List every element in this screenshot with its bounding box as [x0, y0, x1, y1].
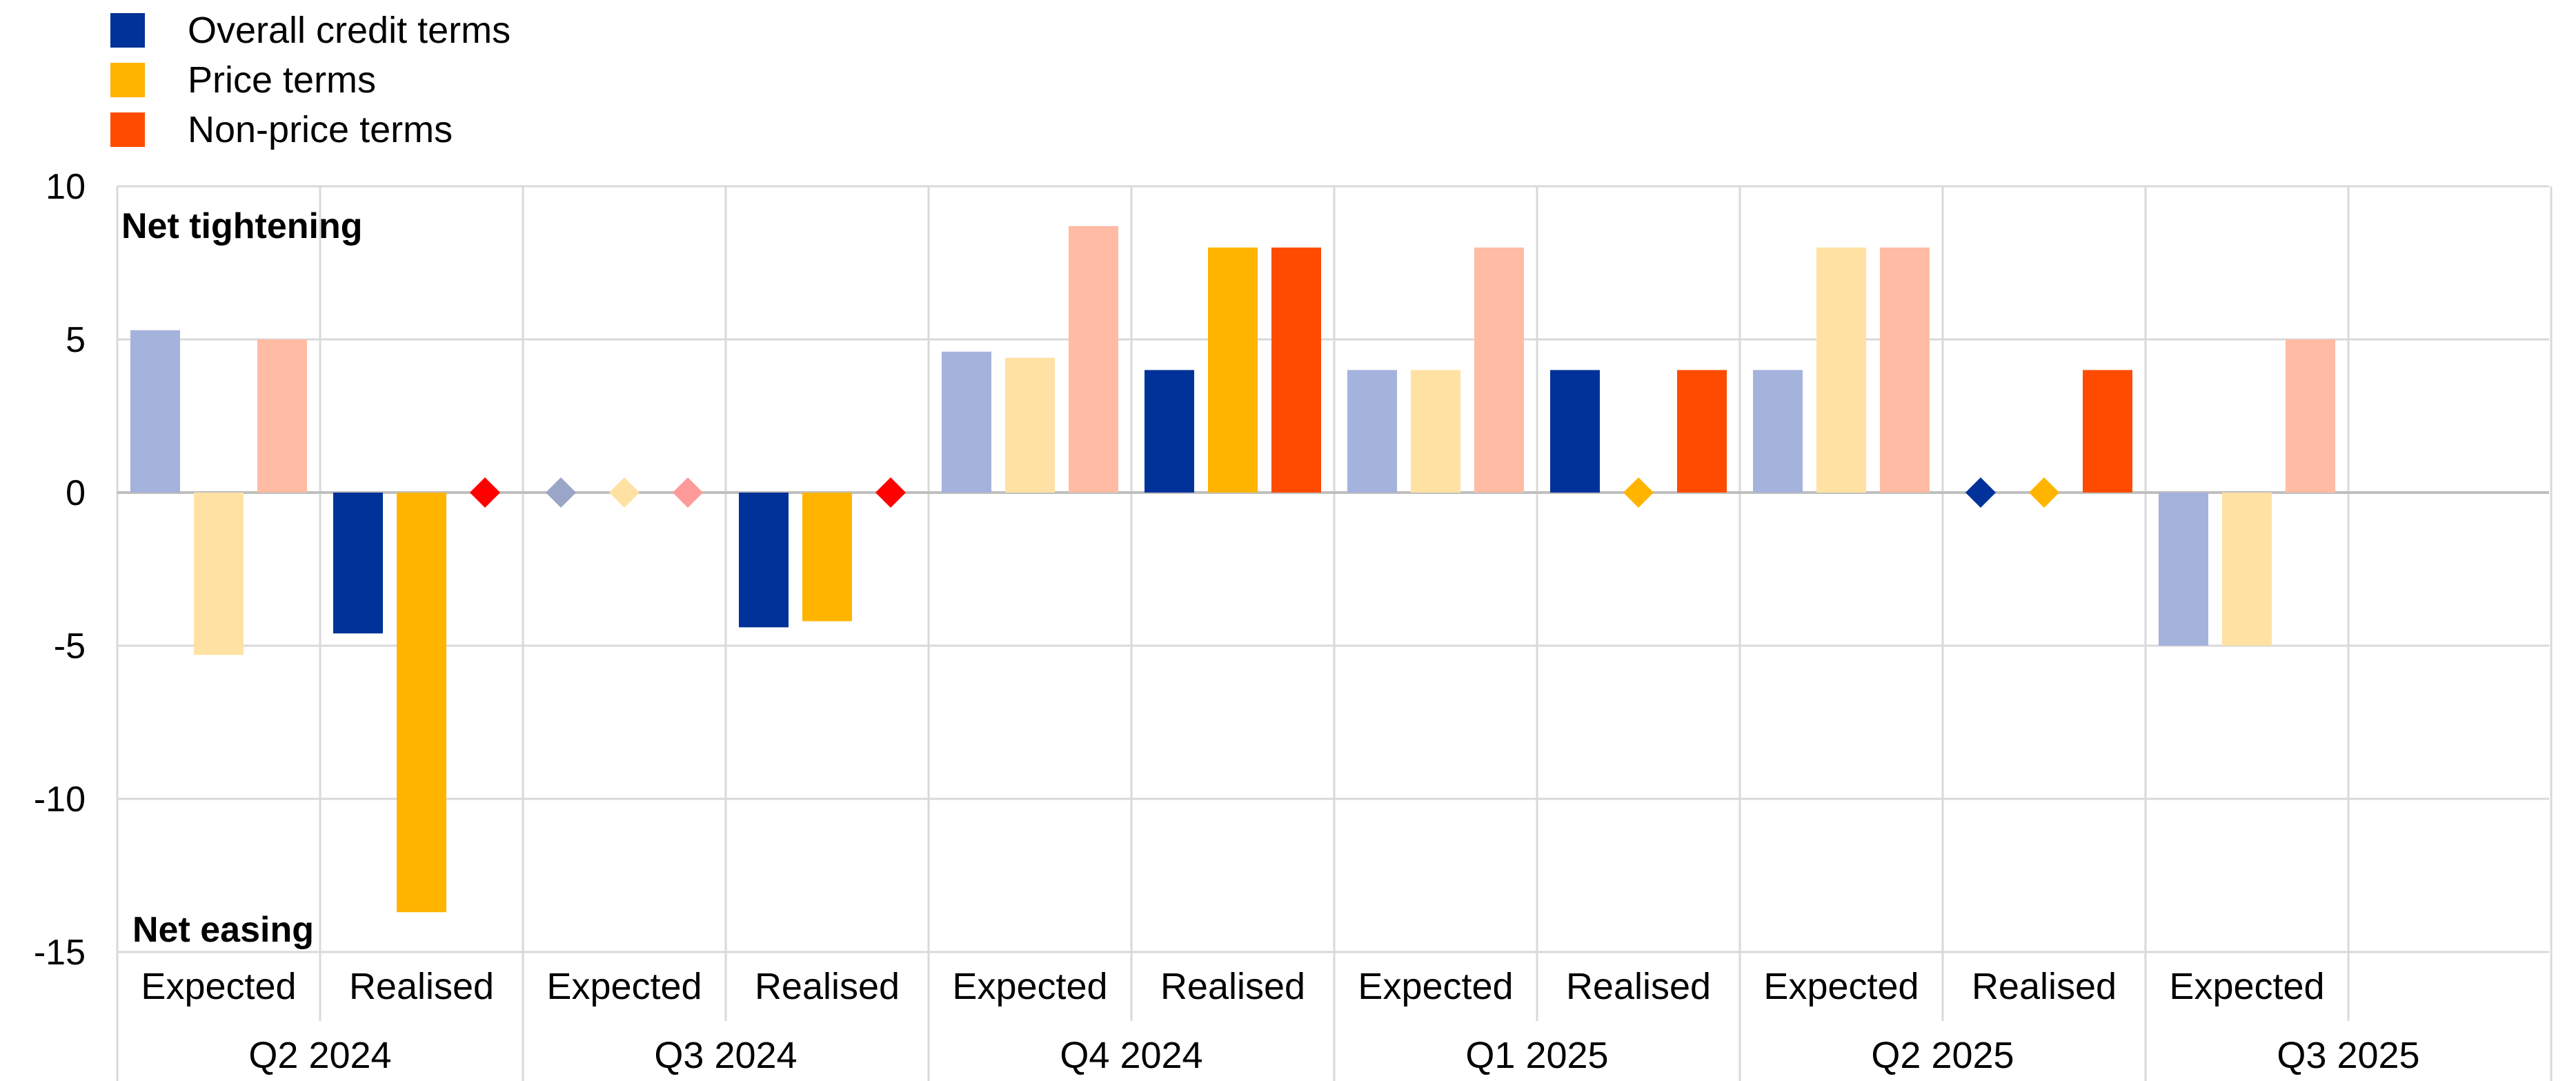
annotation-net-tightening: Net tightening — [121, 206, 363, 246]
bar-overall — [942, 351, 991, 493]
category-label: Realised — [755, 966, 900, 1007]
bar-overall — [1550, 370, 1600, 493]
bar-overall — [333, 493, 383, 634]
annotation-net-easing: Net easing — [132, 910, 314, 950]
legend: Overall credit terms Price terms Non-pri… — [110, 6, 511, 155]
period-label: Q1 2025 — [1465, 1035, 1608, 1076]
legend-swatch-price — [110, 63, 145, 97]
y-tick-label: 5 — [66, 320, 86, 360]
category-label: Expected — [141, 966, 296, 1007]
zero-marker-price — [1623, 477, 1654, 508]
bar-nonprice — [1880, 247, 1930, 493]
zero-marker-price — [2029, 477, 2059, 508]
category-label: Expected — [1763, 966, 1919, 1007]
y-tick-label: 10 — [46, 167, 86, 207]
bar-nonprice — [1271, 247, 1321, 493]
zero-marker-price — [609, 477, 640, 508]
category-label: Realised — [1972, 966, 2117, 1007]
bar-overall — [1347, 370, 1397, 493]
period-label: Q3 2024 — [654, 1035, 797, 1076]
bar-nonprice — [1677, 370, 1727, 493]
legend-swatch-nonprice — [110, 112, 145, 147]
bars — [130, 226, 2335, 913]
bar-price — [802, 493, 852, 622]
bar-price — [397, 493, 446, 913]
category-label: Realised — [1160, 966, 1305, 1007]
bar-nonprice — [2286, 339, 2335, 493]
bar-price — [1208, 247, 1258, 493]
grid — [116, 185, 2553, 1081]
legend-item-price: Price terms — [110, 55, 511, 105]
zero-marker-nonprice — [470, 477, 500, 508]
period-label: Q3 2025 — [2277, 1035, 2419, 1076]
zero-marker-overall — [546, 477, 576, 508]
legend-label-overall: Overall credit terms — [188, 10, 511, 51]
category-labels: Expected Realised Expected Realised Expected… — [141, 966, 2419, 1076]
y-axis-ticks: 10 5 0 -5 -10 -15 — [34, 167, 86, 973]
period-label: Q4 2024 — [1060, 1035, 1202, 1076]
zero-marker-nonprice — [875, 477, 906, 508]
bar-overall — [130, 330, 180, 493]
y-tick-label: 0 — [66, 473, 86, 513]
y-tick-label: -5 — [54, 626, 86, 666]
period-label: Q2 2024 — [248, 1035, 391, 1076]
bar-nonprice — [1069, 226, 1118, 493]
legend-label-price: Price terms — [188, 59, 377, 101]
y-tick-label: -15 — [34, 933, 86, 973]
zero-marker-nonprice — [673, 477, 703, 508]
bar-price — [1005, 357, 1055, 493]
bar-nonprice — [2083, 370, 2132, 493]
y-tick-label: -10 — [34, 780, 86, 820]
bar-nonprice — [257, 339, 307, 493]
bar-overall — [1753, 370, 1803, 493]
bar-price — [1411, 370, 1460, 493]
bar-price — [1816, 247, 1866, 493]
period-label: Q2 2025 — [1871, 1035, 2014, 1076]
category-label: Realised — [1566, 966, 1711, 1007]
bar-price — [194, 493, 244, 655]
legend-item-nonprice: Non-price terms — [110, 105, 511, 155]
bar-price — [2222, 493, 2272, 646]
zero-marker-overall — [1965, 477, 1996, 508]
category-label: Expected — [546, 966, 702, 1007]
legend-item-overall: Overall credit terms — [110, 6, 511, 55]
category-label: Expected — [952, 966, 1107, 1007]
category-label: Expected — [2169, 966, 2324, 1007]
bar-overall — [1145, 370, 1194, 493]
bar-overall — [739, 493, 789, 628]
category-label: Expected — [1358, 966, 1513, 1007]
legend-swatch-overall — [110, 13, 145, 48]
bar-nonprice — [1474, 247, 1524, 493]
bar-overall — [2159, 493, 2208, 646]
category-label: Realised — [349, 966, 494, 1007]
legend-label-nonprice: Non-price terms — [188, 109, 453, 150]
